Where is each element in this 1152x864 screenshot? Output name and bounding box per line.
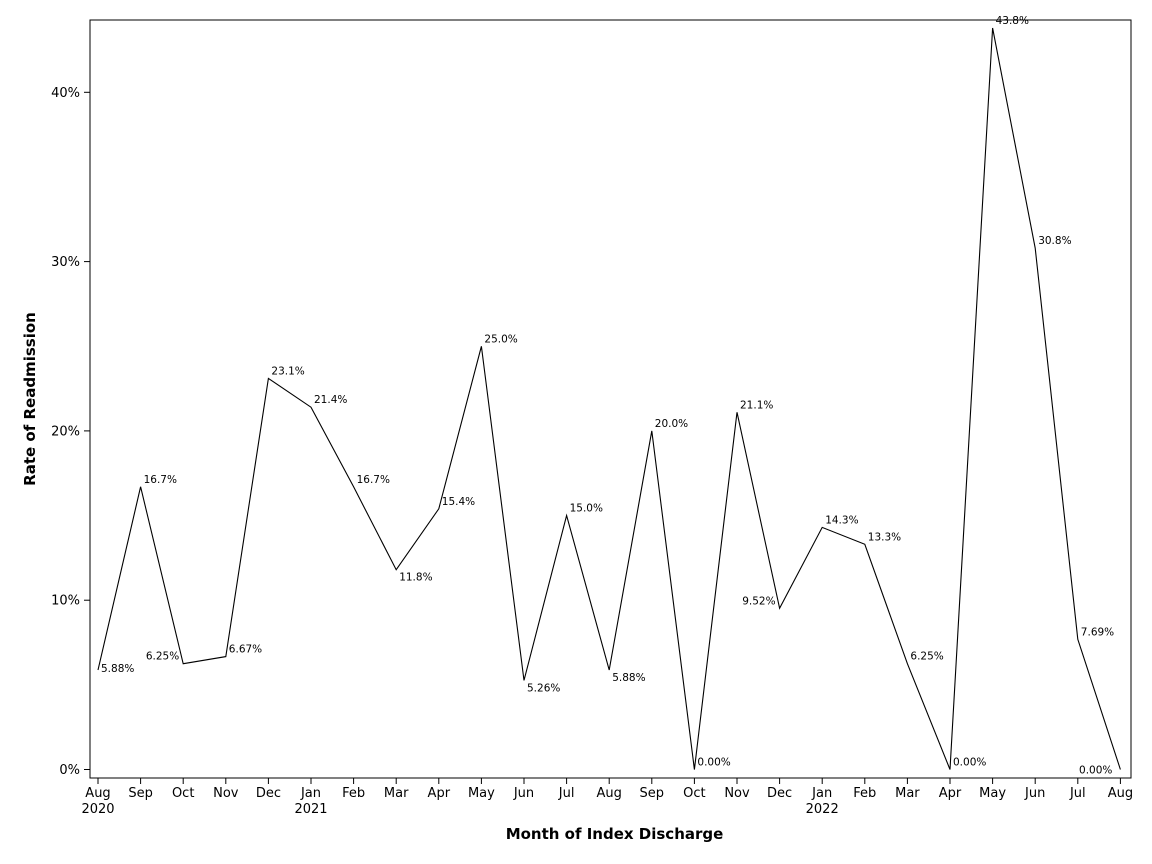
x-tick-label: May — [468, 786, 495, 801]
data-label: 15.0% — [570, 503, 603, 515]
x-tick-label: Jan — [811, 786, 832, 801]
x-tick-label: Nov — [213, 786, 239, 801]
data-label: 5.88% — [101, 663, 134, 675]
data-label: 14.3% — [825, 514, 858, 526]
x-tick-label: Jun — [1024, 786, 1045, 801]
y-tick-label: 30% — [51, 255, 80, 270]
y-axis: 0% 10% 20% 30% 40% — [51, 86, 90, 778]
x-tick-label: Jan — [300, 786, 321, 801]
x-tick-label: Apr — [939, 786, 962, 801]
data-label: 11.8% — [399, 572, 432, 584]
y-tick-label: 20% — [51, 424, 80, 439]
x-year-label: 2021 — [294, 802, 327, 817]
x-tick-label: Aug — [85, 786, 110, 801]
x-tick-label: Aug — [597, 786, 622, 801]
x-tick-label: Apr — [428, 786, 451, 801]
data-label: 7.69% — [1081, 626, 1114, 638]
y-tick-label: 40% — [51, 86, 80, 101]
data-label: 20.0% — [655, 418, 688, 430]
data-label: 16.7% — [357, 474, 390, 486]
data-label: 30.8% — [1038, 235, 1071, 247]
x-axis-title: Month of Index Discharge — [506, 825, 724, 843]
data-label: 15.4% — [442, 496, 475, 508]
y-tick-label: 0% — [59, 763, 80, 778]
x-tick-label: Sep — [640, 786, 665, 801]
x-tick-label: Dec — [256, 786, 281, 801]
x-tick-label: May — [979, 786, 1006, 801]
data-label: 0.00% — [1079, 765, 1112, 777]
data-label: 23.1% — [271, 365, 304, 377]
x-year-label: 2022 — [806, 802, 839, 817]
data-label: 0.00% — [697, 757, 730, 769]
y-axis-title: Rate of Readmission — [21, 312, 39, 486]
data-label: 6.25% — [910, 651, 943, 663]
data-label: 21.4% — [314, 394, 347, 406]
data-label: 5.26% — [527, 682, 560, 694]
data-label: 13.3% — [868, 531, 901, 543]
data-label: 43.8% — [996, 15, 1029, 27]
data-label: 9.52% — [742, 595, 775, 607]
x-tick-label: Oct — [683, 786, 705, 801]
data-labels: 5.88% 16.7% 6.25% 6.67% 23.1% 21.4% 16.7% 11.8%… — [101, 15, 1114, 777]
x-tick-label: Feb — [853, 786, 876, 801]
readmission-rate-line — [97, 27, 1121, 770]
x-tick-label: Mar — [895, 786, 920, 801]
x-tick-label: Jun — [513, 786, 534, 801]
data-label: 6.67% — [229, 644, 262, 656]
x-tick-label: Oct — [172, 786, 194, 801]
data-label: 5.88% — [612, 672, 645, 684]
data-label: 21.1% — [740, 399, 773, 411]
x-tick-label: Aug — [1108, 786, 1133, 801]
y-tick-label: 10% — [51, 594, 80, 609]
x-tick-label: Dec — [767, 786, 792, 801]
x-tick-label: Jul — [1069, 786, 1086, 801]
x-year-label: 2020 — [81, 802, 114, 817]
x-tick-label: Nov — [724, 786, 750, 801]
data-label: 0.00% — [953, 757, 986, 769]
x-tick-label: Sep — [128, 786, 153, 801]
data-label: 6.25% — [146, 651, 179, 663]
x-tick-label: Jul — [558, 786, 575, 801]
data-label: 25.0% — [484, 333, 517, 345]
data-label: 16.7% — [144, 474, 177, 486]
plot-area-frame — [89, 19, 1132, 779]
x-tick-label: Mar — [384, 786, 409, 801]
x-tick-label: Feb — [342, 786, 365, 801]
